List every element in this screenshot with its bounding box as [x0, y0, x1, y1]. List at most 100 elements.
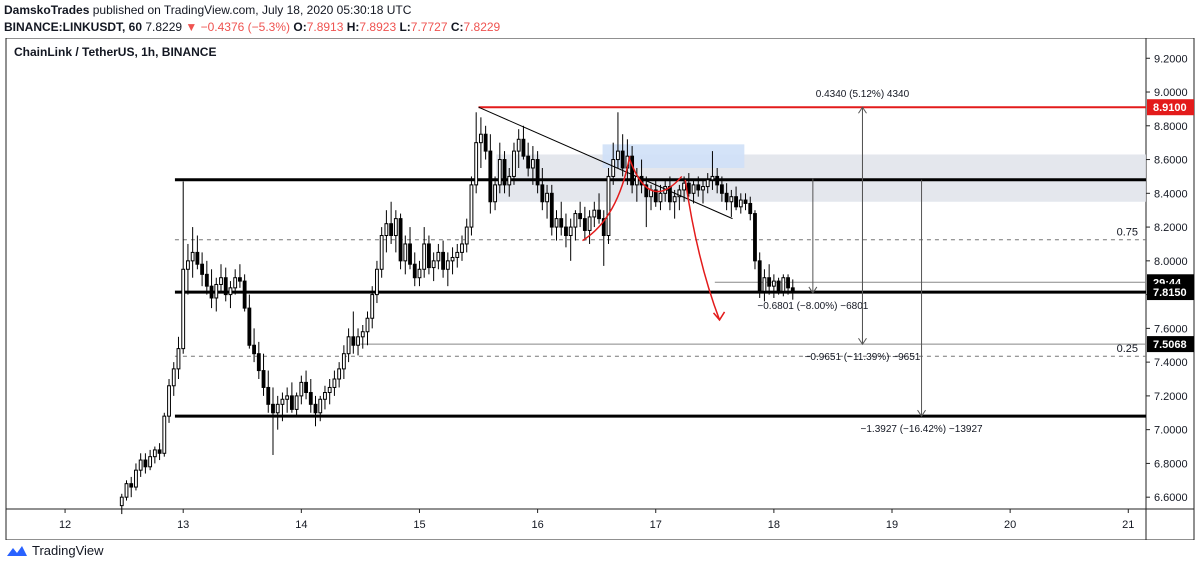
- candle-body: [124, 483, 129, 498]
- candle: [422, 227, 427, 278]
- candle-body: [403, 243, 408, 262]
- candle-body: [195, 251, 200, 265]
- symbol-line: BINANCE:LINKUSDT, 60 7.8229 ▼ −0.4376 (−…: [4, 19, 500, 36]
- candle-body: [762, 277, 767, 292]
- candle: [360, 324, 365, 349]
- candle-body: [256, 353, 261, 372]
- candle-body: [351, 336, 356, 346]
- candle-body: [790, 287, 795, 292]
- candle-body: [304, 381, 308, 394]
- candle-body: [658, 192, 663, 203]
- candle: [526, 142, 531, 177]
- candle-body: [597, 209, 601, 220]
- candle: [294, 392, 299, 417]
- red-arrow-head: [712, 311, 726, 322]
- candle: [743, 193, 748, 211]
- candle: [776, 277, 781, 295]
- candle: [209, 269, 214, 309]
- candle: [308, 379, 313, 413]
- candle: [403, 235, 408, 275]
- time-tick-label: 21: [1122, 519, 1134, 531]
- candle-body: [360, 331, 365, 338]
- candle: [559, 201, 564, 236]
- candle: [200, 252, 205, 287]
- candle-body: [379, 235, 384, 270]
- candle: [790, 279, 795, 300]
- footer: TradingView: [6, 543, 104, 558]
- time-tick-label: 20: [1004, 519, 1016, 531]
- price-tick-label: 7.2000: [1154, 391, 1188, 403]
- candle: [313, 395, 318, 427]
- candle: [620, 134, 625, 177]
- candle-body: [719, 184, 724, 194]
- candle-body: [564, 226, 568, 237]
- candle-body: [393, 218, 398, 237]
- candle-body: [559, 218, 564, 228]
- candle-body: [606, 175, 611, 237]
- candle: [455, 243, 460, 268]
- candle: [530, 146, 535, 185]
- candle-body: [398, 218, 403, 262]
- chart-title: ChainLink / TetherUS, 1h, BINANCE: [14, 45, 216, 59]
- candle: [441, 240, 446, 278]
- candle: [554, 210, 559, 241]
- candle-body: [743, 199, 748, 204]
- candle: [427, 235, 431, 275]
- candle: [346, 328, 351, 363]
- measure-tools: 0.4340 (5.12%) 4340 −0.6801 (−8.00%) −680…: [757, 89, 983, 435]
- candle: [195, 235, 200, 270]
- candle: [464, 218, 469, 253]
- candle-body: [488, 150, 493, 203]
- candle: [672, 189, 677, 219]
- candle: [587, 210, 592, 244]
- candle: [162, 412, 167, 457]
- candle: [753, 210, 757, 270]
- candle: [781, 274, 786, 297]
- candle: [318, 395, 323, 422]
- candle-body: [417, 268, 422, 279]
- time-tick-label: 14: [295, 519, 307, 531]
- candle: [412, 252, 417, 287]
- publisher-name[interactable]: DamskoTrades: [4, 3, 90, 17]
- candle: [337, 362, 342, 388]
- candle-body: [653, 189, 658, 203]
- candle-body: [677, 189, 682, 198]
- candle: [370, 286, 375, 329]
- candle: [365, 311, 370, 346]
- candle-body: [143, 459, 148, 468]
- candle: [460, 235, 464, 261]
- candle-body: [408, 243, 412, 265]
- candle-body: [753, 213, 757, 262]
- candle: [304, 370, 308, 400]
- candle-body: [252, 344, 257, 355]
- price-chart[interactable]: ChainLink / TetherUS, 1h, BINANCE 0.750.…: [0, 38, 1200, 540]
- candle-body: [516, 138, 521, 152]
- candle-body: [375, 268, 379, 296]
- candle: [124, 480, 129, 501]
- candle: [299, 375, 304, 405]
- candle-body: [611, 159, 616, 177]
- candle-body: [209, 285, 214, 299]
- measure-arrow-3: [917, 409, 926, 418]
- candle-body: [644, 184, 649, 198]
- candle: [564, 213, 568, 248]
- candle-body: [710, 175, 715, 181]
- candle: [686, 173, 691, 197]
- candle-body: [450, 256, 455, 262]
- candle: [719, 176, 724, 202]
- time-axis[interactable]: 12 13 14 15 16 17 18 19 20 21: [59, 509, 1134, 531]
- candle-body: [592, 209, 597, 218]
- candle: [549, 184, 554, 236]
- candle-body: [346, 336, 351, 355]
- footer-brand: TradingView: [32, 543, 104, 558]
- candle-body: [431, 260, 436, 269]
- candle: [658, 184, 663, 211]
- candle-body: [228, 287, 233, 296]
- candle: [767, 264, 772, 295]
- candle-body: [738, 199, 743, 208]
- price-tag-bg-3: [1147, 336, 1194, 353]
- price-tag-label-3: 7.5068: [1153, 339, 1187, 351]
- candle-body: [620, 150, 625, 169]
- candle-body: [512, 150, 516, 177]
- candle: [389, 201, 394, 244]
